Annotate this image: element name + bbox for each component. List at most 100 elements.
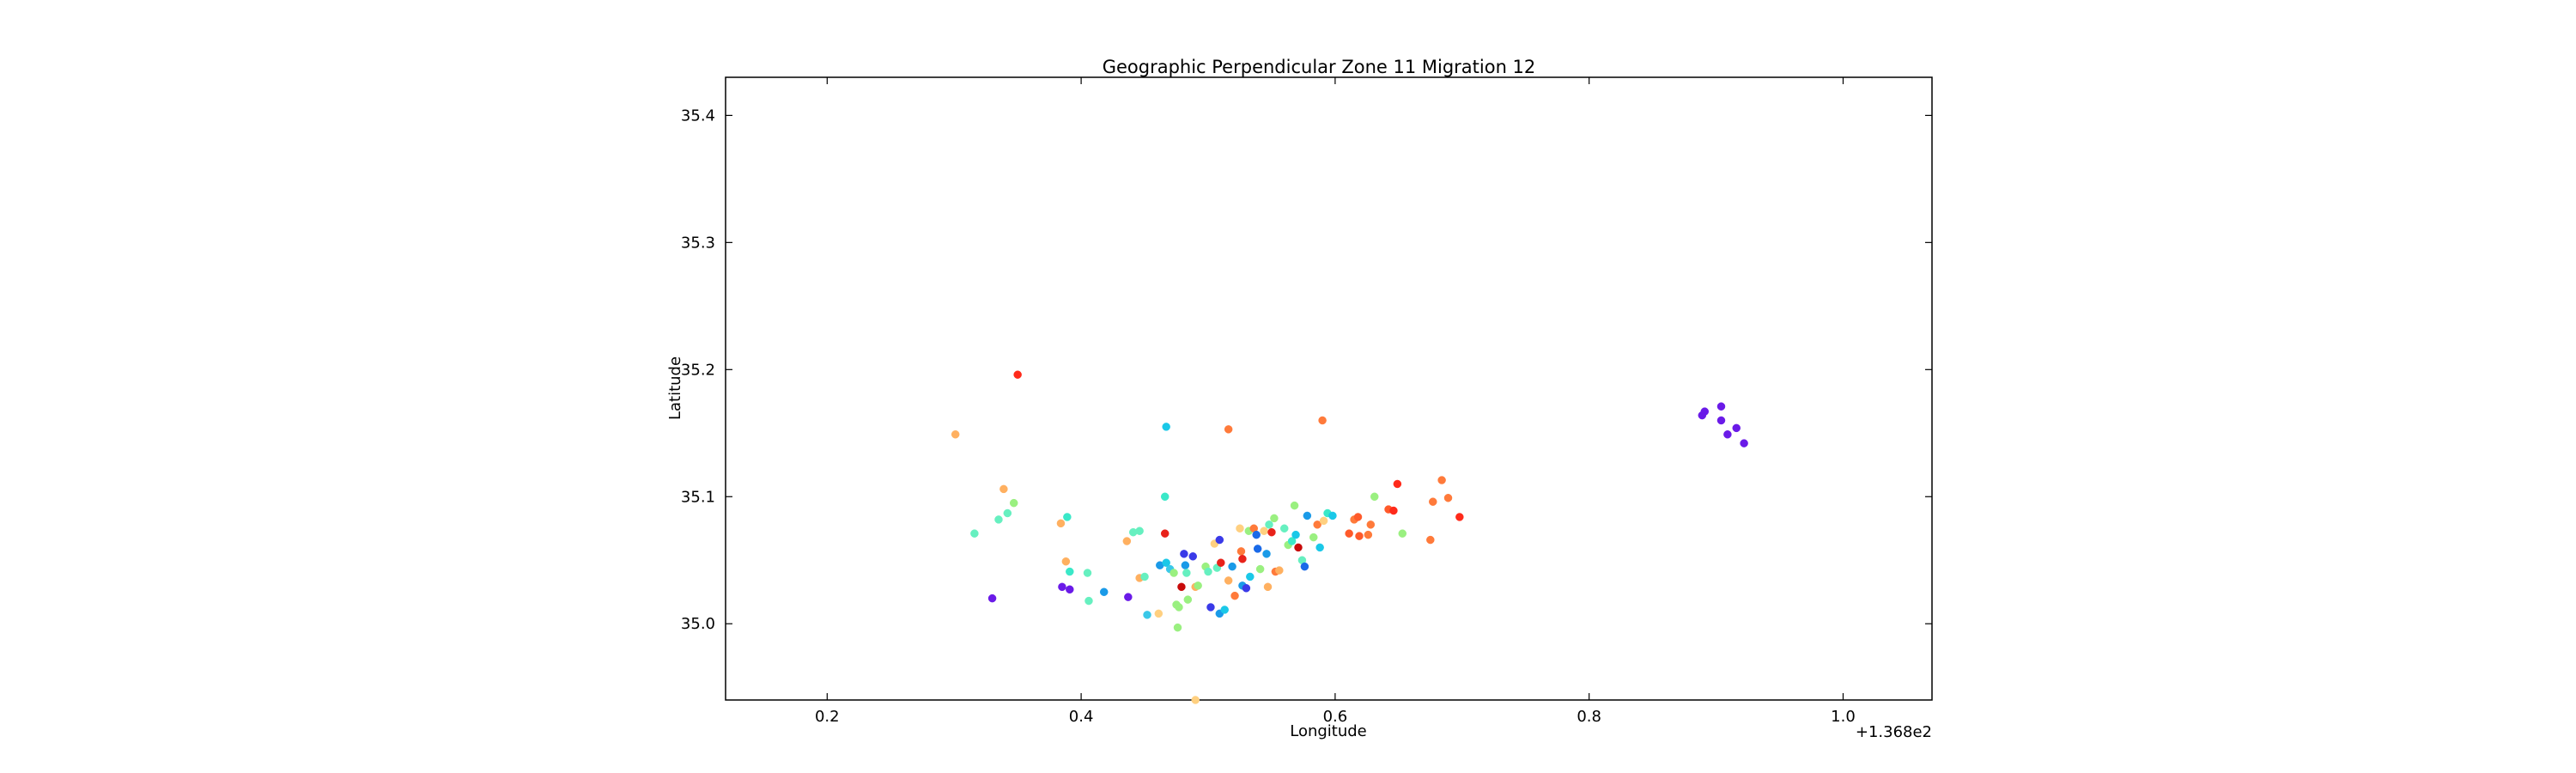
scatter-point <box>1084 596 1093 606</box>
scatter-point <box>1443 493 1453 502</box>
scatter-point <box>1260 526 1268 535</box>
scatter-point <box>1262 550 1271 558</box>
scatter-point <box>1009 498 1018 508</box>
scatter-point <box>1135 526 1144 535</box>
scatter-point <box>1066 567 1074 576</box>
scatter-point <box>1224 576 1233 585</box>
scatter-point <box>1429 497 1437 506</box>
scatter-point <box>1063 513 1072 521</box>
scatter-point <box>1275 566 1284 575</box>
x-tick-label: 0.2 <box>815 708 840 726</box>
scatter-point <box>1191 696 1200 704</box>
scatter-point <box>1315 543 1324 552</box>
scatter-point <box>1183 595 1193 604</box>
scatter-point <box>1255 564 1265 574</box>
scatter-point <box>999 484 1008 494</box>
scatter-point <box>1313 520 1321 529</box>
scatter-point <box>1224 425 1233 434</box>
scatter-point <box>1181 561 1190 569</box>
scatter-point <box>1246 572 1255 581</box>
scatter-point <box>1188 552 1198 561</box>
scatter-point <box>1700 407 1710 416</box>
scatter-point <box>1300 562 1309 571</box>
scatter-point <box>1160 492 1170 502</box>
scatter-point <box>1437 476 1446 484</box>
scatter-point <box>1083 569 1092 577</box>
scatter-point <box>1291 530 1300 539</box>
chart-title: Geographic Perpendicular Zone 11 Migrati… <box>1103 57 1536 77</box>
scatter-point <box>1265 520 1273 529</box>
scatter-point <box>1170 569 1178 577</box>
scatter-point <box>1204 567 1212 576</box>
scatter-point <box>970 529 979 538</box>
scatter-point <box>1294 543 1303 552</box>
scatter-point <box>1160 529 1170 538</box>
scatter-point <box>1716 416 1726 425</box>
scatter-point <box>1398 529 1407 538</box>
scatter-point <box>1175 603 1183 612</box>
scatter-point <box>1236 524 1244 533</box>
y-axis: 35.0 35.1 35.2 35.3 35.4 <box>681 107 1932 633</box>
x-tick-label: 0.6 <box>1323 708 1348 726</box>
scatter-point <box>1740 439 1748 447</box>
scatter-point <box>1217 558 1225 567</box>
scatter-point <box>1220 606 1229 614</box>
scatter-point <box>1716 402 1726 411</box>
scatter-point <box>1328 511 1337 520</box>
scatter-point <box>1279 524 1289 533</box>
scatter-point <box>1003 508 1012 518</box>
x-axis-offset-label: +1.368e2 <box>1856 723 1932 741</box>
scatter-point <box>1180 550 1188 558</box>
scatter-point <box>1236 547 1246 556</box>
x-axis-label: Longitude <box>1290 722 1367 740</box>
scatter-point <box>1287 537 1297 545</box>
scatter-point <box>1182 569 1191 577</box>
scatter-point <box>987 593 997 603</box>
scatter-point <box>1309 533 1318 542</box>
scatter-point <box>1238 555 1247 563</box>
scatter-point <box>1426 535 1435 545</box>
scatter-point <box>1099 587 1109 596</box>
scatter-point <box>1393 479 1402 489</box>
scatter-point <box>1267 527 1276 537</box>
scatter-point <box>1013 370 1022 379</box>
scatter-point <box>1455 513 1464 521</box>
y-axis-label: Latitude <box>666 356 684 420</box>
scatter-point <box>1215 535 1224 545</box>
x-axis: 0.2 0.4 0.6 0.8 1.0 <box>815 77 1856 726</box>
scatter-point <box>1263 582 1273 592</box>
scatter-point <box>1290 501 1299 510</box>
scatter-point <box>1173 623 1182 632</box>
plot-area-frame <box>725 76 1933 701</box>
scatter-point <box>1177 582 1186 592</box>
scatter-point <box>1732 423 1741 433</box>
scatter-point <box>1162 423 1170 431</box>
scatter-point <box>1253 545 1262 553</box>
y-tick-label: 35.0 <box>681 615 715 633</box>
scatter-point <box>1318 416 1327 425</box>
scatter-point <box>1242 584 1251 593</box>
scatter-point <box>1058 582 1066 592</box>
y-tick-label: 35.2 <box>681 361 715 379</box>
scatter-point <box>1066 585 1074 594</box>
scatter-point <box>1345 529 1353 538</box>
x-tick-label: 0.4 <box>1069 708 1094 726</box>
scatter-point <box>1252 530 1261 539</box>
scatter-point <box>951 430 960 439</box>
scatter-point <box>1230 591 1239 600</box>
scatter-point <box>1228 562 1236 571</box>
scatter-point <box>1143 611 1151 619</box>
scatter-point <box>1162 558 1170 567</box>
scatter-point <box>1370 492 1379 502</box>
scatter-point <box>1194 581 1202 590</box>
scatter-point <box>1124 593 1133 601</box>
scatter-point <box>1270 514 1279 523</box>
scatter-point <box>1723 430 1732 439</box>
scatter-point <box>1319 516 1328 526</box>
scatter-point <box>1206 603 1215 612</box>
scatter-point <box>1355 532 1364 540</box>
scatter-point <box>1303 511 1312 520</box>
scatter-point <box>1154 609 1163 618</box>
scatter-point <box>1140 572 1149 581</box>
